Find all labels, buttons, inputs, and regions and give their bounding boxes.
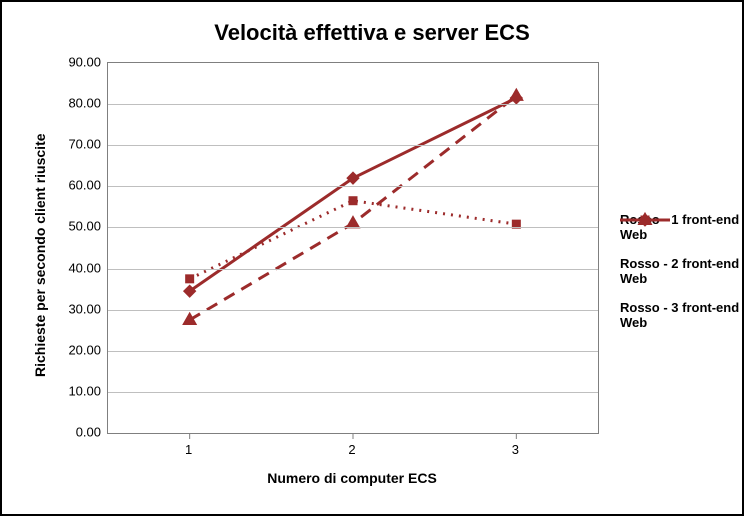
y-tick-label: 70.00 xyxy=(53,137,101,152)
y-tick-label: 30.00 xyxy=(53,301,101,316)
plot-area xyxy=(107,62,599,434)
y-tick-label: 40.00 xyxy=(53,260,101,275)
plot-svg xyxy=(108,63,598,433)
gridline xyxy=(108,310,598,311)
y-tick-label: 20.00 xyxy=(53,342,101,357)
legend-item: Rosso - 3 front-end Web xyxy=(620,300,740,330)
y-axis-title: Richieste per secondo client riuscite xyxy=(32,133,48,377)
y-tick-label: 0.00 xyxy=(53,425,101,440)
series-line xyxy=(190,96,517,320)
legend-label: Rosso - 3 front-end Web xyxy=(620,300,740,330)
y-tick-label: 90.00 xyxy=(53,55,101,70)
legend: Rosso - 1 front-end WebRosso - 2 front-e… xyxy=(620,212,740,344)
y-tick-label: 60.00 xyxy=(53,178,101,193)
gridline xyxy=(108,392,598,393)
y-tick-label: 10.00 xyxy=(53,383,101,398)
legend-label: Rosso - 2 front-end Web xyxy=(620,256,740,286)
gridline xyxy=(108,351,598,352)
gridline xyxy=(108,104,598,105)
gridline xyxy=(108,186,598,187)
gridline xyxy=(108,269,598,270)
legend-item: Rosso - 2 front-end Web xyxy=(620,256,740,286)
x-tick-label: 2 xyxy=(348,442,355,457)
legend-swatch xyxy=(620,212,670,228)
y-tick-label: 50.00 xyxy=(53,219,101,234)
chart-frame: Velocità effettiva e server ECS Richiest… xyxy=(0,0,744,516)
y-tick-label: 80.00 xyxy=(53,96,101,111)
x-tick-label: 3 xyxy=(512,442,519,457)
chart-title: Velocità effettiva e server ECS xyxy=(2,20,742,46)
x-axis-title: Numero di computer ECS xyxy=(107,470,597,486)
x-tick-label: 1 xyxy=(185,442,192,457)
series-line xyxy=(190,98,517,291)
gridline xyxy=(108,227,598,228)
gridline xyxy=(108,145,598,146)
series-line xyxy=(190,201,517,279)
